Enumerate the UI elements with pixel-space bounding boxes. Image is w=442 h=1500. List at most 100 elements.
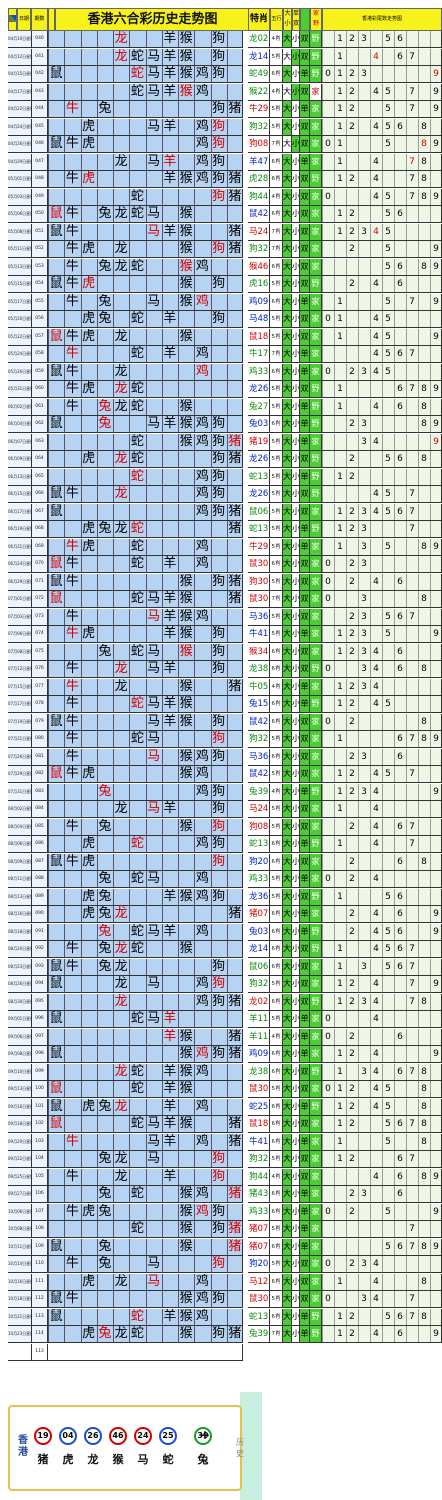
row-domestic: 家	[310, 818, 322, 836]
trend-grid-line	[322, 1221, 323, 1237]
trend-grid-line	[334, 976, 335, 992]
trend-grid-line	[370, 941, 371, 957]
zodiac-mark: 猪	[228, 521, 242, 536]
row-oddeven: 小	[292, 573, 300, 591]
trend-digit: 2	[349, 69, 355, 79]
trend-grid-line	[370, 346, 371, 362]
zodiac-mark: 猴	[179, 818, 193, 834]
grid-line	[210, 188, 212, 205]
grid-line	[161, 293, 163, 310]
trend-grid-line	[334, 888, 335, 905]
row-domestic: 家	[310, 626, 322, 643]
grid-line	[178, 503, 179, 520]
grid-line	[113, 241, 114, 257]
zodiac-mark: 蛇	[130, 941, 144, 956]
row-size: 大	[283, 433, 292, 451]
trend-grid-line	[346, 1133, 347, 1150]
grid-line	[226, 1308, 228, 1325]
trend-grid-line	[346, 1028, 347, 1045]
zodiac-mark: 羊	[163, 626, 177, 641]
ball: 24	[134, 1427, 152, 1445]
trend-grid-line	[406, 1238, 407, 1255]
trend-grid-line	[382, 713, 383, 730]
row-period: 066	[32, 486, 48, 503]
row-oddeven2: 单	[300, 1133, 310, 1151]
grid-line	[129, 941, 131, 957]
row-size: 大	[283, 591, 292, 608]
row-oddeven2: 双	[300, 731, 310, 748]
trend-grid-line	[430, 1046, 431, 1062]
trend-grid-line	[358, 1151, 359, 1167]
grid-line	[129, 1081, 131, 1097]
grid-line	[129, 748, 131, 765]
grid-line	[48, 398, 49, 415]
grid-line	[194, 1116, 196, 1132]
zodiac-mark: 龙	[114, 241, 128, 256]
trend-grid-line	[430, 906, 431, 922]
grid-line	[194, 1046, 196, 1062]
grid-line	[194, 836, 196, 852]
grid-line	[80, 1028, 82, 1045]
row-oddeven: 小	[292, 101, 300, 118]
trend-digit: 6	[397, 506, 403, 517]
zodiac-mark: 牛	[65, 678, 79, 694]
row-special: 猴46	[248, 258, 270, 276]
zodiac-mark: 牛	[65, 608, 79, 624]
grid-line	[129, 486, 131, 502]
trend-grid-line	[370, 1028, 371, 1045]
row-wuxing: 6肖	[270, 416, 283, 433]
trend-grid-line	[418, 171, 419, 187]
zodiac-mark: 羊	[163, 1308, 177, 1324]
grid-line	[96, 643, 98, 660]
trend-digit: 5	[385, 261, 391, 272]
zodiac-grid: 鼠蛇马羊猴猪	[48, 1116, 243, 1133]
grid-line	[226, 958, 228, 975]
grid-line	[226, 521, 228, 537]
row-size: 大	[283, 993, 292, 1011]
trend-grid-line	[358, 206, 359, 222]
grid-line	[161, 818, 163, 835]
trend-grid-line	[418, 1011, 419, 1027]
trend-digit: 2	[349, 646, 355, 657]
trend-digit: 5	[385, 191, 391, 202]
trend-digit: 6	[397, 1329, 403, 1339]
zodiac-mark: 兔	[98, 818, 112, 834]
grid-line	[161, 1046, 163, 1062]
grid-line	[129, 66, 131, 82]
zodiac-mark: 狗	[212, 818, 226, 834]
row-wuxing: 5肖	[270, 1256, 283, 1273]
zodiac-mark: 龙	[114, 976, 128, 991]
row-special: 龙02	[248, 993, 270, 1011]
zodiac-mark: 马	[147, 1133, 161, 1149]
row-special: 狗20	[248, 853, 270, 871]
grid-line	[226, 976, 228, 992]
zodiac-mark: 兔	[98, 398, 112, 414]
trend-grid-line	[418, 381, 419, 397]
row-wuxing: 5肖	[270, 101, 283, 118]
zodiac-mark: 猴	[179, 573, 193, 589]
trend-grid-line	[322, 923, 323, 940]
trend-digit: 2	[349, 1154, 355, 1164]
zodiac-mark: 狗	[212, 853, 226, 869]
trend-digit: 7	[409, 839, 415, 849]
zodiac-mark: 兔	[98, 1238, 112, 1254]
zodiac-mark: 蛇	[130, 398, 144, 414]
zodiac-mark: 蛇	[130, 206, 144, 221]
trend-grid-line	[430, 923, 431, 940]
grid-line	[113, 1011, 114, 1027]
results-banner[interactable]: 香港 19 猪 04 虎 26 龙 46 猴 24 马 25 蛇 39 兔 + 历史	[8, 1405, 244, 1491]
grid-line	[194, 328, 196, 345]
grid-line	[113, 433, 114, 450]
row-date: 06月13日星期一	[8, 468, 32, 486]
trend-grid-line	[430, 118, 431, 135]
row-size: 大	[283, 941, 292, 958]
grid-line	[48, 153, 49, 170]
row-size: 大	[283, 923, 292, 941]
trend-grid-line	[394, 993, 395, 1010]
grid-line	[48, 731, 49, 747]
row-oddeven: 小	[292, 591, 300, 608]
grid-line	[178, 1133, 179, 1150]
